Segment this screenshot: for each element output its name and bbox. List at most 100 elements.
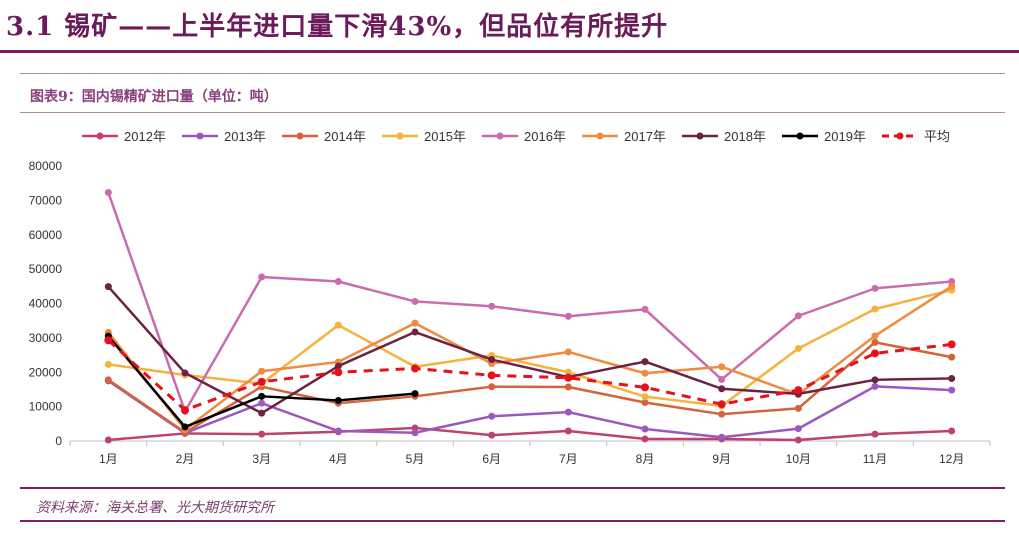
x-axis: 1月 2月 3月 4月 5月 6月 7月 8月 9月 10月 11月 12月 <box>69 440 991 466</box>
series-line <box>107 285 952 415</box>
y-tick-label: 70000 <box>29 193 63 207</box>
data-point <box>718 375 726 383</box>
series-2016年 <box>104 188 956 415</box>
data-point <box>488 356 496 364</box>
x-tick-label: 2月 <box>176 452 195 466</box>
y-tick-label: 10000 <box>29 400 63 414</box>
data-point <box>871 430 879 438</box>
data-point <box>564 383 572 391</box>
data-point <box>871 338 879 346</box>
data-point <box>258 273 266 281</box>
series-line <box>107 192 952 413</box>
data-point <box>258 409 266 417</box>
data-point <box>717 400 726 409</box>
x-tick-label: 1月 <box>99 452 118 466</box>
data-point <box>411 424 419 432</box>
data-point <box>334 362 342 370</box>
legend-item: 2018年 <box>682 129 766 144</box>
data-point <box>794 425 802 433</box>
series-2013年 <box>104 377 956 441</box>
data-point <box>871 376 879 384</box>
data-point <box>181 369 189 377</box>
data-point <box>488 383 496 391</box>
data-point <box>871 382 879 390</box>
x-tick-label: 3月 <box>252 452 271 466</box>
slide-title: 3.1 锡矿——上半年进口量下滑43%，但品位有所提升 <box>6 12 669 42</box>
data-point <box>334 321 342 329</box>
legend-item: 2019年 <box>782 129 866 144</box>
data-point <box>258 430 266 438</box>
legend-item: 2017年 <box>582 129 666 144</box>
legend-marker <box>196 132 204 140</box>
data-point <box>948 374 956 382</box>
data-point <box>104 436 112 444</box>
legend-marker <box>396 132 404 140</box>
caption-top-divider <box>20 73 1005 74</box>
data-point <box>488 431 496 439</box>
data-point <box>718 433 726 441</box>
legend-marker <box>596 132 604 140</box>
y-tick-label: 30000 <box>29 331 63 345</box>
data-point <box>947 340 956 349</box>
data-point <box>564 373 573 382</box>
y-tick-label: 50000 <box>29 262 63 276</box>
legend-marker <box>896 132 904 140</box>
x-tick-label: 8月 <box>636 452 655 466</box>
x-tick-label: 10月 <box>786 452 811 466</box>
legend-item: 2014年 <box>282 129 366 144</box>
series-2018年 <box>104 283 956 417</box>
source-top-divider <box>20 487 1005 489</box>
data-point <box>641 399 649 406</box>
x-tick-label: 6月 <box>482 452 501 466</box>
y-tick-label: 0 <box>55 434 62 448</box>
data-point <box>641 305 649 313</box>
x-tick-label: 12月 <box>939 452 964 466</box>
data-point <box>258 399 266 407</box>
data-point <box>564 408 572 416</box>
legend-label: 2013年 <box>224 129 266 144</box>
legend-marker <box>796 132 804 140</box>
series-line <box>107 341 952 434</box>
data-point <box>411 364 419 373</box>
data-point <box>794 386 803 395</box>
data-point <box>104 360 112 368</box>
series-line <box>108 426 952 442</box>
x-tick-label: 9月 <box>712 452 731 466</box>
data-point <box>488 302 496 310</box>
data-point <box>641 383 649 392</box>
data-point <box>411 297 419 305</box>
y-tick-label: 60000 <box>29 228 63 242</box>
series-line <box>107 379 952 439</box>
data-point <box>948 278 956 285</box>
legend-label: 2012年 <box>124 129 166 144</box>
legend-item: 平均 <box>882 129 950 144</box>
data-point <box>487 371 496 380</box>
y-tick-label: 20000 <box>29 365 63 379</box>
legend-marker <box>296 132 304 140</box>
data-point <box>641 369 649 377</box>
data-point <box>488 412 496 420</box>
data-point <box>871 349 879 358</box>
legend-label: 2015年 <box>424 129 466 144</box>
data-point <box>794 345 802 353</box>
data-point <box>948 427 956 435</box>
series-2012年 <box>104 424 956 444</box>
x-tick-label: 4月 <box>329 452 348 466</box>
data-point <box>718 363 726 371</box>
data-point <box>104 336 113 345</box>
legend-label: 平均 <box>924 129 950 144</box>
data-point <box>564 427 572 435</box>
legend-marker <box>696 132 704 140</box>
legend-label: 2018年 <box>724 129 766 144</box>
data-point <box>334 427 342 435</box>
caption-bottom-divider <box>20 112 1005 113</box>
y-axis: 0 10000 20000 30000 40000 50000 60000 70000 8000… <box>29 159 63 448</box>
data-point <box>948 282 956 290</box>
x-tick-label: 7月 <box>559 452 578 466</box>
data-point <box>258 367 266 375</box>
data-point <box>641 435 649 443</box>
data-point <box>871 305 879 313</box>
legend-marker <box>96 132 104 140</box>
figure-caption: 图表9：国内锡精矿进口量（单位：吨） <box>30 89 278 105</box>
